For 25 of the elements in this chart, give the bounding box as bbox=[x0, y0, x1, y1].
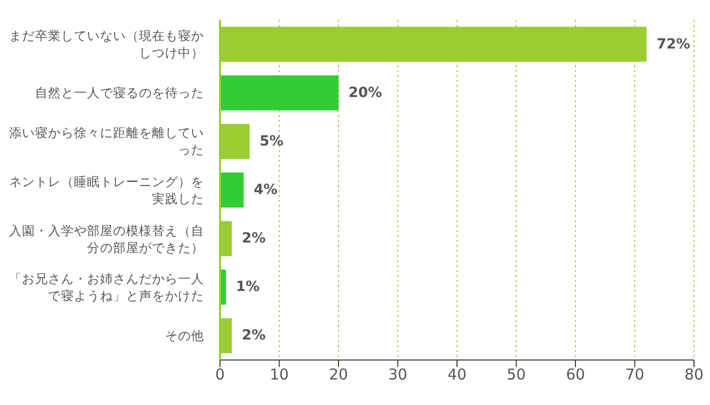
data-label: 5% bbox=[260, 133, 284, 150]
x-tick-label: 10 bbox=[270, 366, 289, 384]
data-label: 4% bbox=[254, 182, 278, 198]
x-tick-label: 0 bbox=[215, 366, 225, 384]
data-label: 2% bbox=[242, 328, 266, 344]
bar bbox=[220, 75, 338, 110]
x-tick-label: 50 bbox=[506, 366, 526, 384]
x-tick-label: 30 bbox=[388, 366, 408, 384]
data-label: 2% bbox=[242, 230, 266, 247]
y-tick-label: 入園・入学や部屋の模様替え（自分の部屋ができた） bbox=[8, 222, 204, 256]
x-tick-label: 80 bbox=[684, 366, 704, 384]
data-label: 20% bbox=[348, 84, 382, 101]
x-tick-label: 70 bbox=[625, 366, 644, 384]
x-tick-label: 40 bbox=[447, 366, 467, 384]
x-tick-label: 20 bbox=[328, 366, 348, 384]
data-label: 72% bbox=[656, 36, 690, 52]
y-tick-label: その他 bbox=[165, 327, 204, 344]
y-tick-label: 「お兄さん・お姉さんだから一人で寝ようね」と声をかけた bbox=[8, 270, 204, 304]
y-tick-label: ネントレ（睡眠トレーニング）を実践した bbox=[8, 173, 204, 207]
y-tick-label: 自然と一人で寝るのを待った bbox=[35, 84, 204, 102]
data-label: 1% bbox=[236, 279, 260, 296]
bar bbox=[220, 172, 244, 208]
x-tick-label: 60 bbox=[566, 366, 586, 384]
y-tick-label: まだ卒業していない（現在も寝かしつけ中） bbox=[8, 27, 204, 62]
y-tick-label: 添い寝から徐々に距離を離していった bbox=[8, 124, 204, 158]
